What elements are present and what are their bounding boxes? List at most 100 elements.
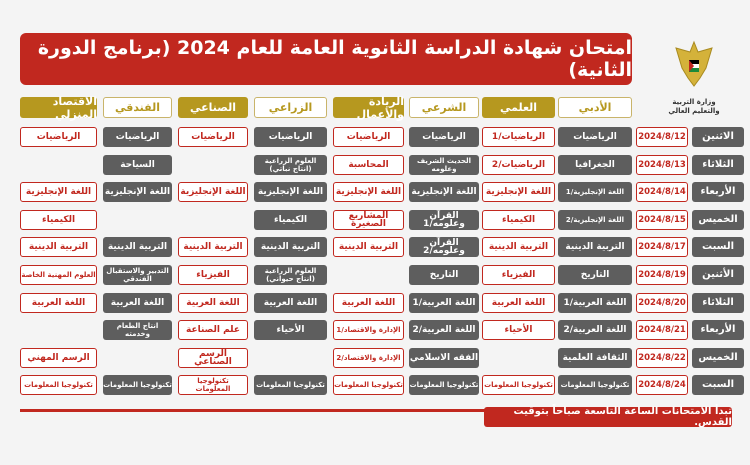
subject-cell: التربية الدينية [20, 237, 97, 258]
day-cell: السبت [692, 375, 744, 396]
stream-header: الريادة والأعمال [333, 95, 404, 121]
subject-cell: التاريخ [558, 265, 632, 285]
stream-header: الشرعي [409, 97, 479, 118]
subject-cell: القرآن وعلومه/1 [409, 209, 479, 230]
date-cell: 2024/8/13 [636, 154, 688, 175]
subject-cell: الإدارة والاقتصاد/2 [333, 347, 404, 368]
date-cell: 2024/8/24 [636, 375, 688, 396]
day-cell: الأربعاء [692, 320, 744, 341]
subject-cell: الرياضيات [103, 127, 172, 147]
date-cell: 2024/8/17 [636, 237, 688, 258]
subject-cell: الكيمياء [20, 209, 97, 230]
stream-header: الفندقي [103, 97, 172, 118]
subject-cell: اللغة العربية/2 [409, 320, 479, 341]
date-cell: 2024/8/15 [636, 209, 688, 230]
day-cell: السبت [692, 237, 744, 258]
subject-cell: اللغة الإنجليزية [254, 182, 327, 203]
divider-line [20, 409, 500, 412]
subject-cell: الفيزياء [482, 265, 555, 285]
day-cell: الأربعاء [692, 182, 744, 203]
subject-cell: اللغة الإنجليزية [482, 182, 555, 203]
subject-cell: المحاسبة [333, 154, 404, 175]
subject-cell: تكنولوجيا المعلومات [482, 375, 555, 396]
subject-cell: الكيمياء [254, 209, 327, 230]
day-cell: الثلاثاء [692, 292, 744, 313]
subject-cell: تكنولوجيا المعلومات [20, 375, 97, 396]
eagle-emblem-icon [675, 40, 713, 87]
subject-cell: التربية الدينية [558, 237, 632, 258]
subject-cell: الرياضيات [558, 127, 632, 147]
subject-cell: اللغة العربية/1 [409, 292, 479, 313]
subject-cell: القرآن وعلومه/2 [409, 237, 479, 258]
date-cell: 2024/8/19 [636, 265, 688, 285]
subject-cell: اللغة العربية/1 [558, 292, 632, 313]
ministry-name: وزارة التربية والتعليم العالي [668, 98, 720, 115]
subject-cell: اللغة الإنجليزية/1 [558, 182, 632, 203]
subject-cell: اللغة العربية [254, 292, 327, 313]
subject-cell: العلوم الزراعية (انتاج نباتي) [254, 154, 327, 175]
page-title: امتحان شهادة الدراسة الثانوية العامة للع… [20, 33, 632, 85]
subject-cell: اللغة العربية [333, 292, 404, 313]
subject-cell: تكنولوجيا المعلومات [409, 375, 479, 396]
subject-cell: علم الصناعة [178, 320, 248, 341]
stream-header: الصناعي [178, 97, 248, 118]
subject-cell: اللغة الإنجليزية [178, 182, 248, 203]
subject-cell: الرسم الصناعي [178, 347, 248, 368]
day-cell: الأثنين [692, 265, 744, 285]
subject-cell: اللغة العربية [482, 292, 555, 313]
date-cell: 2024/8/14 [636, 182, 688, 203]
date-cell: 2024/8/12 [636, 127, 688, 147]
subject-cell: الكيمياء [482, 209, 555, 230]
subject-cell: اللغة الإنجليزية [103, 182, 172, 203]
subject-cell: الفيزياء [178, 265, 248, 285]
subject-cell: تكنولوجيا المعلومات [178, 375, 248, 396]
subject-cell: التاريخ [409, 265, 479, 285]
subject-cell: تكنولوجيا المعلومات [103, 375, 172, 396]
date-cell: 2024/8/20 [636, 292, 688, 313]
subject-cell: العلوم المهنية الخاصة [20, 265, 97, 285]
subject-cell: الفقه الاسلامي [409, 347, 479, 368]
subject-cell: التربية الدينية [254, 237, 327, 258]
subject-cell: الإدارة والاقتصاد/1 [333, 320, 404, 341]
subject-cell: التدبير والاستقبال الفندقي [103, 265, 172, 285]
ministry-logo: وزارة التربية والتعليم العالي [662, 38, 726, 118]
subject-cell: اللغة العربية/2 [558, 320, 632, 341]
subject-cell: الرياضيات [254, 127, 327, 147]
subject-cell: تكنولوجيا المعلومات [254, 375, 327, 396]
subject-cell: العلوم الزراعية (انتاج حيواني) [254, 265, 327, 285]
subject-cell: الرياضيات [20, 127, 97, 147]
subject-cell: اللغة الإنجليزية/2 [558, 209, 632, 230]
day-cell: الاثنين [692, 127, 744, 147]
subject-cell: السياحة [103, 154, 172, 175]
subject-cell: الجغرافيا [558, 154, 632, 175]
day-cell: الثلاثاء [692, 154, 744, 175]
subject-cell: التربية الدينية [103, 237, 172, 258]
subject-cell: تكنولوجيا المعلومات [558, 375, 632, 396]
subject-cell: الحديث الشريف وعلومه [409, 154, 479, 175]
subject-cell: اللغة الإنجليزية [409, 182, 479, 203]
subject-cell: الرياضيات [178, 127, 248, 147]
exam-time-note: تبدأ الامتحانات الساعة التاسعة صباحاً بت… [484, 406, 732, 428]
day-cell: الخميس [692, 347, 744, 368]
day-cell: الخميس [692, 209, 744, 230]
subject-cell: التربية الدينية [178, 237, 248, 258]
subject-cell: انتاج الطعام وخدمته [103, 320, 172, 341]
subject-cell: اللغة العربية [103, 292, 172, 313]
subject-cell: اللغة الإنجليزية [20, 182, 97, 203]
subject-cell: اللغة الإنجليزية [333, 182, 404, 203]
subject-cell: الأحياء [482, 320, 555, 341]
stream-header: العلمي [482, 97, 555, 118]
date-cell: 2024/8/21 [636, 320, 688, 341]
subject-cell: الثقافة العلمية [558, 347, 632, 368]
stream-header: الأدبي [558, 97, 632, 118]
subject-cell: التربية الدينية [482, 237, 555, 258]
stream-header: الزراعي [254, 97, 327, 118]
subject-cell: اللغة العربية [20, 292, 97, 313]
subject-cell: الرياضيات/2 [482, 154, 555, 175]
subject-cell: الرياضيات [409, 127, 479, 147]
subject-cell: اللغة العربية [178, 292, 248, 313]
subject-cell: الرياضيات/1 [482, 127, 555, 147]
date-cell: 2024/8/22 [636, 347, 688, 368]
subject-cell: الرسم المهني [20, 347, 97, 368]
subject-cell: المشاريع الصغيرة [333, 209, 404, 230]
